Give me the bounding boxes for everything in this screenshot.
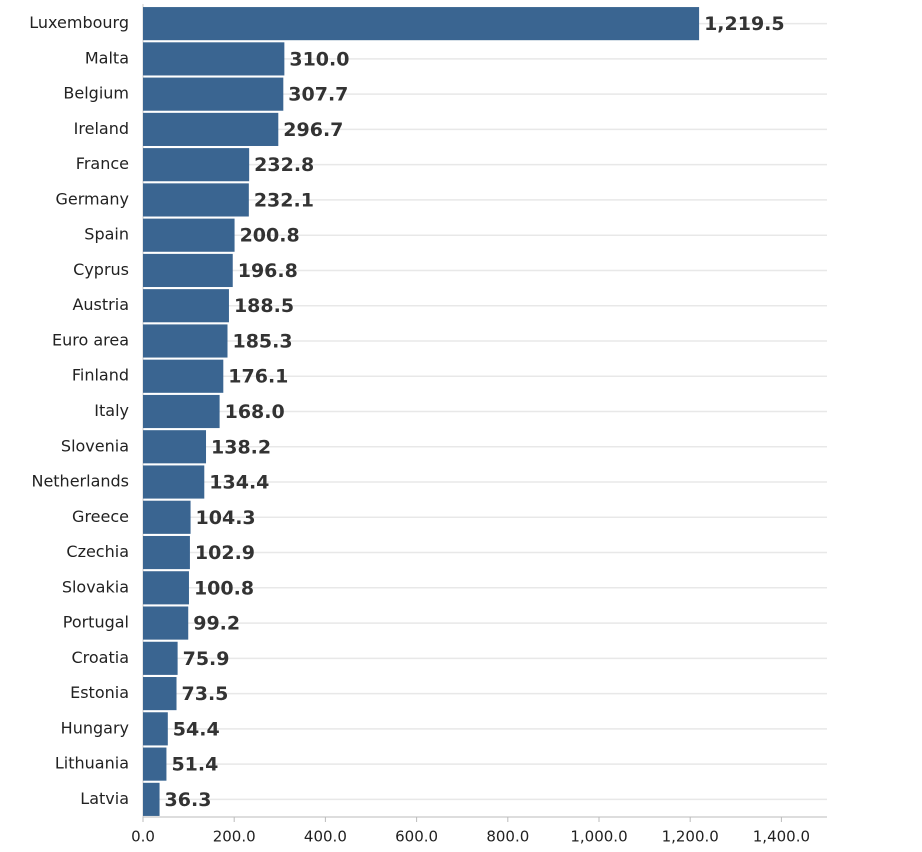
bar <box>143 677 177 711</box>
y-tick-label: Hungary <box>61 718 129 737</box>
y-tick-label: Finland <box>72 366 129 385</box>
value-label: 100.8 <box>194 577 254 599</box>
value-label: 310.0 <box>289 48 349 70</box>
value-label: 104.3 <box>196 507 256 529</box>
value-label: 176.1 <box>228 366 288 388</box>
y-tick-label: Spain <box>84 225 129 244</box>
y-tick-label: Luxembourg <box>29 13 129 32</box>
y-tick-label: Italy <box>94 401 129 420</box>
bar <box>143 394 220 429</box>
y-tick-label: Lithuania <box>55 754 129 773</box>
bar <box>143 324 228 358</box>
bar <box>143 535 190 570</box>
y-tick-label: Belgium <box>63 84 129 103</box>
y-tick-label: Germany <box>55 189 129 208</box>
bar <box>143 218 235 252</box>
value-label: 51.4 <box>171 754 218 776</box>
x-tick-label: 1,000.0 <box>570 828 627 846</box>
y-tick-label: Greece <box>72 507 129 526</box>
value-label: 102.9 <box>195 542 255 564</box>
value-label: 296.7 <box>283 119 343 141</box>
value-label: 168.0 <box>225 401 285 423</box>
value-label: 75.9 <box>183 648 230 670</box>
bar <box>143 712 168 746</box>
y-tick-label: Latvia <box>80 789 129 808</box>
x-tick-label: 600.0 <box>395 828 438 846</box>
value-label: 196.8 <box>238 260 298 282</box>
value-label: 99.2 <box>193 613 240 635</box>
y-tick-label: Netherlands <box>31 472 129 491</box>
x-tick-label: 200.0 <box>213 828 256 846</box>
bar <box>143 430 207 464</box>
value-label: 200.8 <box>240 225 300 247</box>
y-tick-label: Austria <box>72 295 129 314</box>
x-tick-label: 1,400.0 <box>753 828 810 846</box>
bar <box>143 7 700 41</box>
bar <box>143 747 167 781</box>
bar <box>143 782 160 816</box>
bar <box>143 465 205 499</box>
x-tick-label: 400.0 <box>304 828 347 846</box>
bar <box>143 42 285 76</box>
y-tick-label: Estonia <box>70 683 129 702</box>
value-label: 36.3 <box>165 789 212 811</box>
bar <box>143 359 224 393</box>
value-label: 134.4 <box>209 472 269 494</box>
y-tick-label: Ireland <box>74 119 129 138</box>
value-label: 138.2 <box>211 436 271 458</box>
bar <box>143 253 233 288</box>
bar <box>143 289 229 323</box>
y-tick-label: Croatia <box>71 648 129 667</box>
value-label: 185.3 <box>232 330 292 352</box>
y-tick-label: Malta <box>85 48 129 67</box>
value-label: 232.1 <box>254 189 314 211</box>
bar <box>143 183 249 217</box>
bar <box>143 641 178 675</box>
bar <box>143 112 279 146</box>
y-tick-label: Slovakia <box>62 577 129 596</box>
x-tick-label: 800.0 <box>486 828 529 846</box>
y-tick-label: Portugal <box>63 613 129 632</box>
value-label: 1,219.5 <box>704 13 785 35</box>
bar <box>143 77 284 111</box>
y-tick-label: France <box>76 154 129 173</box>
bar <box>143 571 189 605</box>
value-label: 307.7 <box>288 84 348 106</box>
value-label: 188.5 <box>234 295 294 317</box>
value-label: 54.4 <box>173 718 220 740</box>
x-tick-label: 0.0 <box>131 828 155 846</box>
value-label: 232.8 <box>254 154 314 176</box>
y-tick-label: Slovenia <box>61 436 129 455</box>
x-tick-label: 1,200.0 <box>662 828 719 846</box>
value-label: 73.5 <box>182 683 229 705</box>
y-tick-label: Euro area <box>52 330 129 349</box>
bar <box>143 148 250 182</box>
bar <box>143 500 191 534</box>
bar <box>143 606 189 640</box>
y-tick-label: Cyprus <box>73 260 129 279</box>
y-tick-label: Czechia <box>66 542 129 561</box>
